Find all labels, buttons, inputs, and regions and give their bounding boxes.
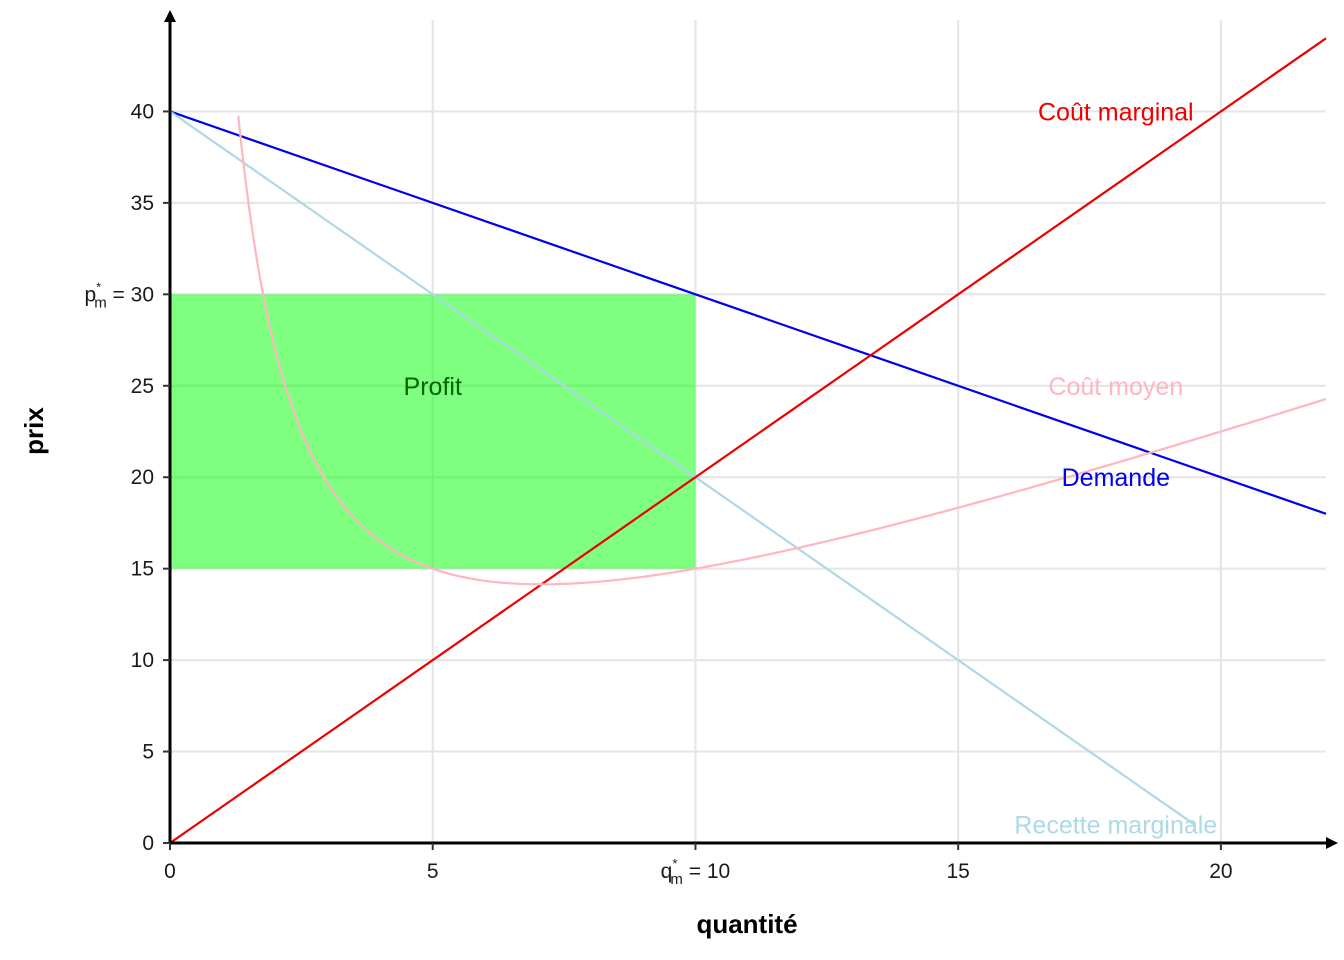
x-tick-label: 5 (427, 860, 439, 883)
x-axis-arrow (1326, 837, 1338, 849)
series-line-demande (169, 110, 1327, 515)
x-tick-label: q* m = 10 (661, 856, 731, 888)
profit-rect (170, 294, 696, 569)
series-label-co-t-moyen: Coût moyen (1048, 373, 1183, 401)
y-tick-label: 10 (131, 649, 154, 672)
series-label-co-t-marginal: Coût marginal (1038, 98, 1194, 126)
profit-label: Profit (404, 373, 462, 401)
y-axis-title: prix (19, 407, 49, 455)
series-label-demande: Demande (1062, 464, 1170, 492)
y-tick-label: 15 (131, 558, 154, 581)
x-axis-title: quantité (696, 909, 797, 939)
y-tick-label: 20 (131, 466, 154, 489)
x-tick-label: 0 (164, 860, 176, 883)
series-line-co-t-marginal (169, 37, 1327, 844)
y-tick-label: 0 (142, 832, 154, 855)
x-tick-label: 15 (947, 860, 970, 883)
series-label-recette-marginale: Recette marginale (1014, 812, 1217, 840)
labels-group: 0 5 q* m = 10 15 20 0 5 10 15 20 25 p* m = 30 35 40 Prof… (84, 98, 1232, 888)
y-tick-label: p* m = 30 (84, 279, 154, 311)
x-tick-label: 20 (1209, 860, 1232, 883)
y-tick-label: 40 (131, 100, 154, 123)
axes (163, 10, 1338, 850)
profit-region-group (170, 294, 696, 569)
y-axis-arrow (164, 10, 176, 22)
series-line-co-t-moyen (237, 115, 1327, 586)
series-line-recette-marginale (169, 110, 1196, 826)
series-group (169, 37, 1327, 844)
y-tick-label: 35 (131, 192, 154, 215)
y-tick-label: 25 (131, 375, 154, 398)
y-tick-label: 5 (142, 741, 154, 764)
